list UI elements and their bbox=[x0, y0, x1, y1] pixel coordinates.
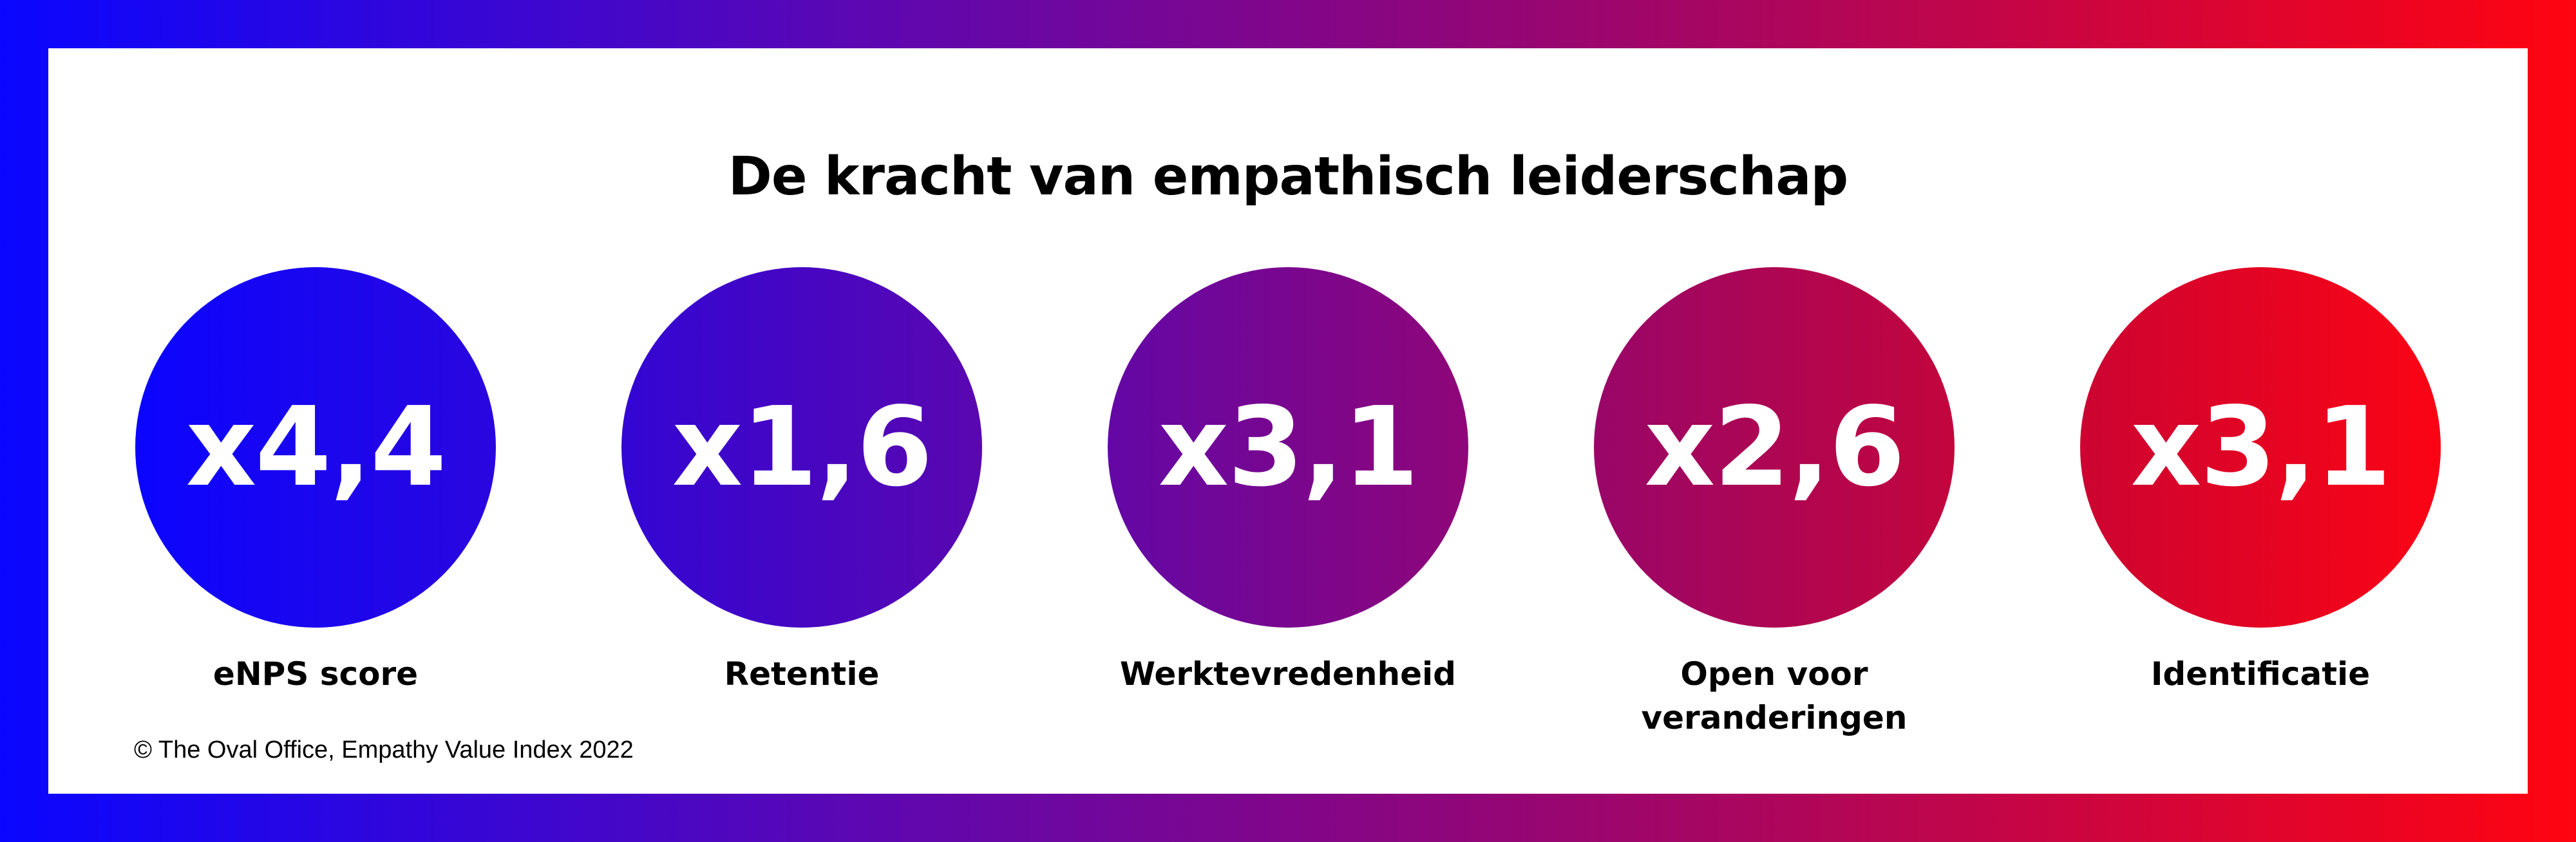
stat-label-line: Open voor bbox=[1680, 655, 1868, 693]
stat-label-line: veranderingen bbox=[1641, 699, 1908, 736]
stat-enps-score: x4,4 eNPS score bbox=[135, 267, 496, 696]
stat-value: x3,1 bbox=[1158, 384, 1419, 511]
stat-identificatie: x3,1 Identificatie bbox=[2080, 267, 2441, 696]
stat-label: Identificatie bbox=[2150, 655, 2371, 693]
stat-value: x2,6 bbox=[1644, 384, 1906, 511]
stat-label: Open voor veranderingen bbox=[1594, 652, 1955, 740]
stat-open-voor-veranderingen: x2,6 Open voor veranderingen bbox=[1594, 267, 1955, 740]
stat-circle: x1,6 bbox=[621, 267, 982, 628]
stat-value: x4,4 bbox=[185, 384, 447, 511]
infographic-panel: De kracht van empathisch leiderschap x4,… bbox=[48, 48, 2528, 794]
stat-circle: x3,1 bbox=[1108, 267, 1468, 628]
source-credit: © The Oval Office, Empathy Value Index 2… bbox=[134, 736, 634, 763]
stat-label: Retentie bbox=[724, 655, 880, 693]
stat-circle: x2,6 bbox=[1594, 267, 1955, 628]
stat-value: x3,1 bbox=[2130, 384, 2392, 511]
stat-retentie: x1,6 Retentie bbox=[621, 267, 982, 696]
stat-werktevredenheid: x3,1 Werktevredenheid bbox=[1108, 267, 1468, 696]
stat-label: eNPS score bbox=[213, 655, 419, 693]
page-title: De kracht van empathisch leiderschap bbox=[728, 146, 1849, 207]
stat-circle: x4,4 bbox=[135, 267, 496, 628]
stat-circle: x3,1 bbox=[2080, 267, 2441, 628]
stat-label: Werktevredenheid bbox=[1120, 655, 1456, 693]
stat-value: x1,6 bbox=[672, 384, 933, 511]
